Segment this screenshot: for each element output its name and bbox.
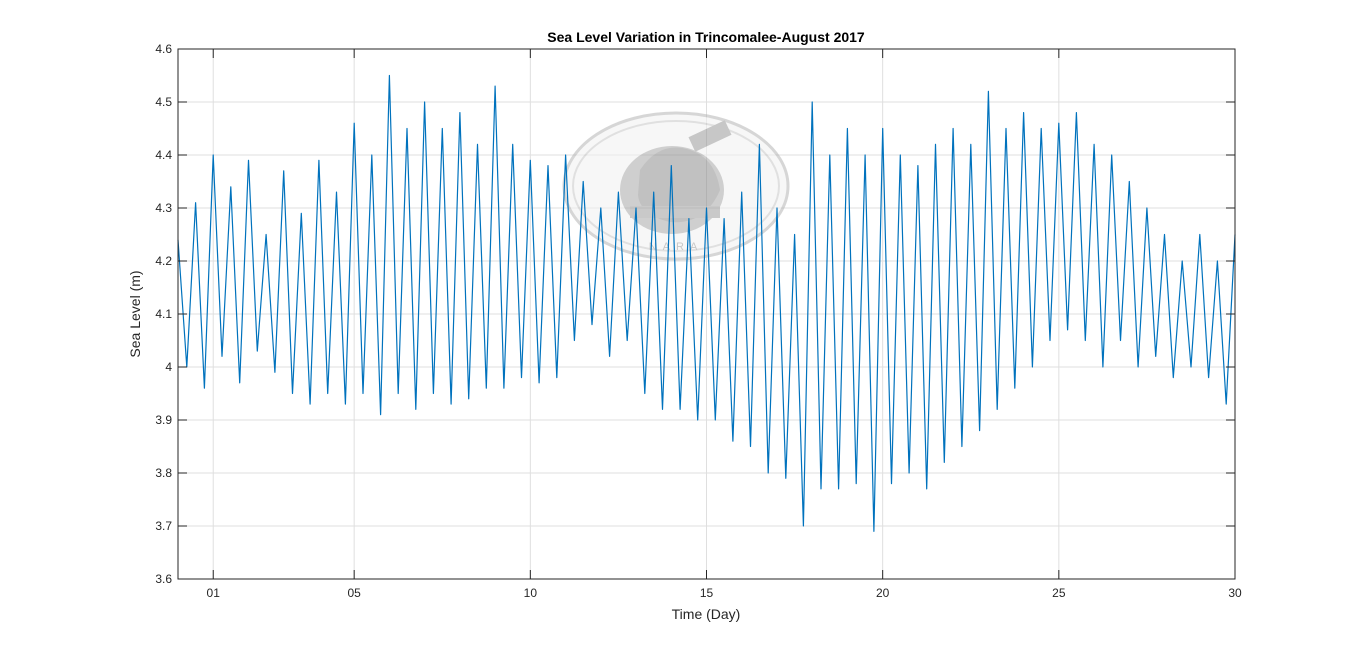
axis-ticks	[178, 48, 1236, 580]
x-tick-label: 10	[524, 586, 538, 600]
y-tick-label: 4	[165, 360, 172, 374]
y-tick-label: 3.6	[155, 572, 172, 586]
oceanography-division-seal: NARA	[562, 111, 790, 261]
y-tick-label: 4.3	[155, 201, 172, 215]
y-tick-label: 3.9	[155, 413, 172, 427]
svg-text:NARA: NARA	[649, 241, 704, 253]
x-tick-label: 01	[207, 586, 221, 600]
y-tick-label: 3.7	[155, 519, 172, 533]
y-tick-label: 4.5	[155, 95, 172, 109]
y-axis-label: Sea Level (m)	[127, 270, 143, 357]
y-tick-label: 4.2	[155, 254, 172, 268]
y-tick-labels: 3.6 3.7 3.8 3.9 4 4.1 4.2 4.3 4.4 4.5 4.6	[155, 42, 172, 586]
x-tick-label: 05	[347, 586, 361, 600]
y-tick-label: 4.4	[155, 148, 172, 162]
x-tick-label: 20	[876, 586, 890, 600]
y-tick-label: 4.1	[155, 307, 172, 321]
y-tick-label: 3.8	[155, 466, 172, 480]
chart-title: Sea Level Variation in Trincomalee-Augus…	[547, 29, 865, 45]
x-axis-label: Time (Day)	[672, 606, 741, 622]
x-tick-label: 30	[1228, 586, 1242, 600]
sea-level-series-line	[177, 74, 1236, 532]
series-layer	[177, 74, 1236, 532]
x-tick-labels: 01 05 10 15 20 25 30	[207, 586, 1242, 600]
x-tick-label: 15	[700, 586, 714, 600]
x-tick-label: 25	[1052, 586, 1066, 600]
y-tick-label: 4.6	[155, 42, 172, 56]
